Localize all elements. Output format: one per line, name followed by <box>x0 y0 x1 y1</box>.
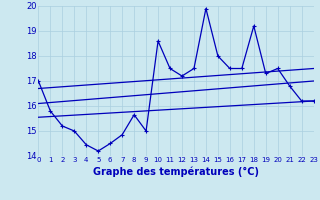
X-axis label: Graphe des températures (°C): Graphe des températures (°C) <box>93 166 259 177</box>
